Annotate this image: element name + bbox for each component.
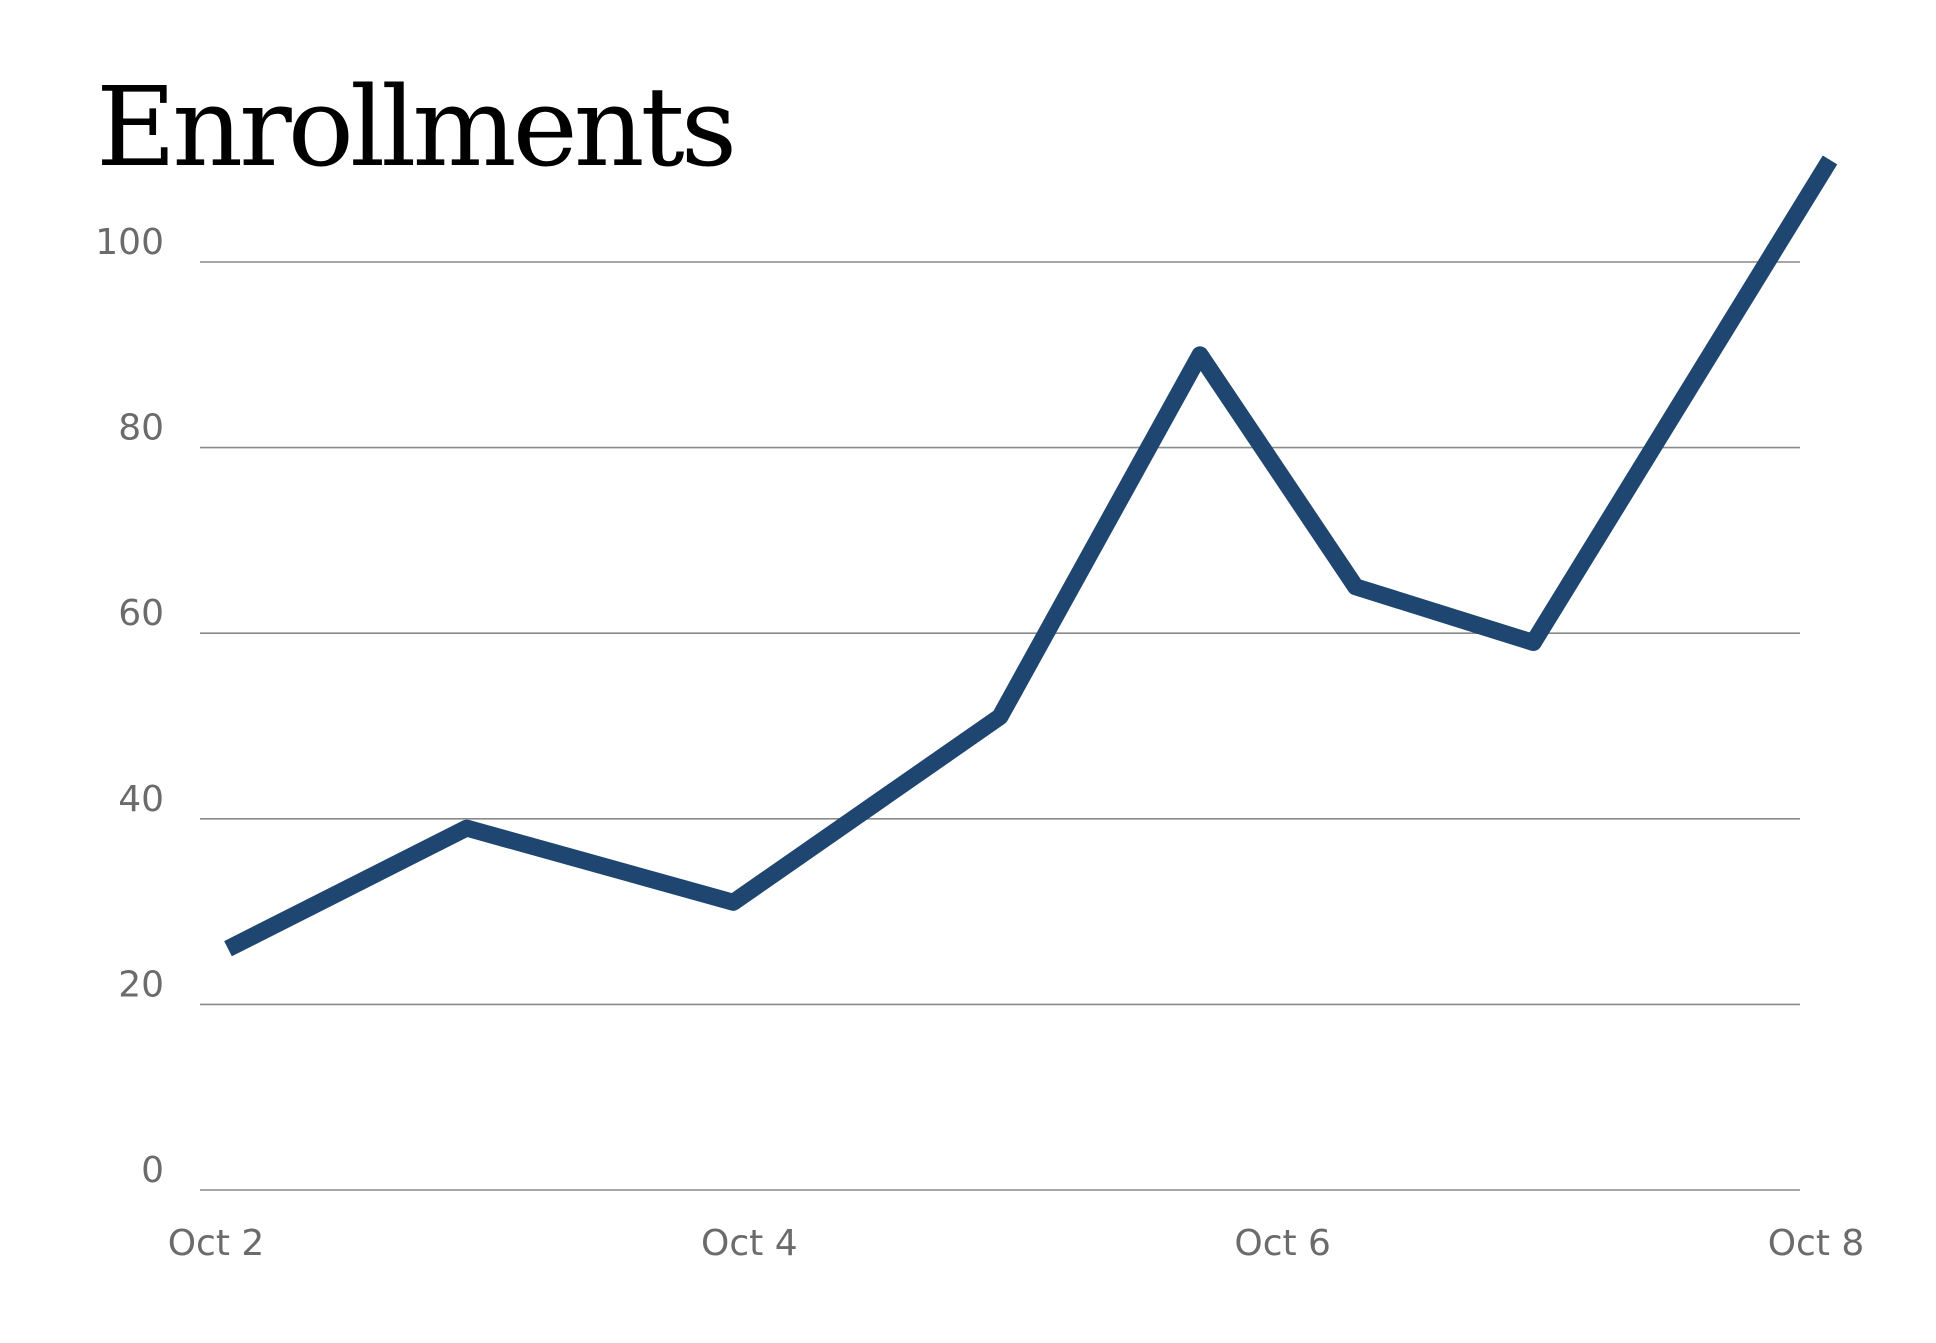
x-axis-tick-labels: Oct 2 Oct 4 Oct 6 Oct 8 — [168, 1223, 1865, 1264]
y-tick-label: 40 — [118, 779, 164, 820]
chart-title: Enrollments — [96, 63, 737, 191]
y-tick-label: 100 — [95, 222, 164, 263]
series-lines — [224, 155, 1838, 957]
y-tick-label: 20 — [118, 964, 164, 1005]
x-tick-label: Oct 2 — [168, 1223, 265, 1264]
y-tick-label: 80 — [118, 408, 164, 449]
x-tick-label: Oct 6 — [1234, 1223, 1331, 1264]
series-line — [224, 155, 1838, 957]
y-tick-label: 0 — [141, 1150, 164, 1191]
x-tick-label: Oct 4 — [701, 1223, 798, 1264]
grid-lines — [200, 261, 1800, 1191]
y-axis-tick-labels: 0 20 40 60 80 100 — [95, 222, 164, 1191]
y-tick-label: 60 — [118, 593, 164, 634]
x-tick-label: Oct 8 — [1768, 1223, 1865, 1264]
